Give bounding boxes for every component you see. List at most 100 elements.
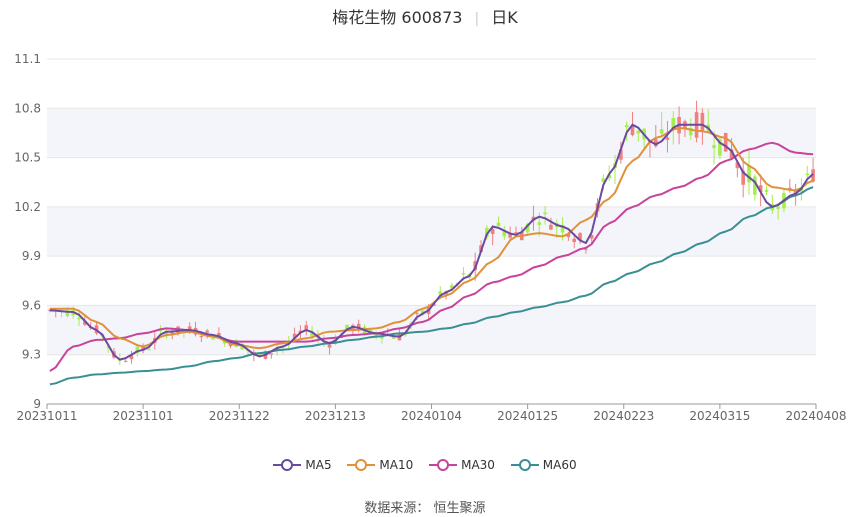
y-tick-label: 10.8 (14, 101, 41, 115)
legend-item-ma60[interactable]: MA60 (510, 458, 577, 472)
candle-up (170, 332, 175, 335)
candle-down (636, 130, 641, 134)
x-tick-label: 20231213 (305, 409, 366, 423)
candle-down (257, 354, 262, 356)
y-tick-label: 10.5 (14, 151, 41, 165)
candle-down (135, 346, 140, 354)
candle-up (508, 233, 512, 238)
candle-down (753, 176, 757, 195)
candle-up (811, 169, 815, 182)
candle-down (502, 231, 507, 237)
title-separator: | (474, 11, 480, 27)
legend-marker-ma10 (347, 459, 376, 471)
candle-up (653, 139, 658, 147)
candle-down (450, 285, 454, 289)
y-tick-label: 11.1 (14, 52, 41, 66)
candle-up (619, 149, 623, 160)
candle-up (630, 125, 635, 136)
candle-down (496, 222, 501, 226)
candle-up (129, 355, 134, 360)
x-tick-label: 20231101 (113, 409, 174, 423)
candle-up (199, 335, 204, 338)
legend-label-ma10: MA10 (379, 458, 414, 472)
legend-label-ma60: MA60 (542, 458, 577, 472)
candle-up (205, 330, 210, 333)
candle-up (758, 185, 763, 192)
candle-up (566, 233, 571, 238)
candle-up (269, 353, 274, 355)
candle-down (211, 338, 215, 340)
ma10-line (49, 127, 814, 350)
candle-down (718, 138, 722, 156)
candle-down (461, 273, 466, 275)
candle-up (327, 344, 332, 348)
candle-down (485, 227, 489, 237)
y-tick-label: 9.3 (22, 348, 41, 362)
legend-item-ma30[interactable]: MA30 (429, 458, 495, 472)
ma30-line (49, 141, 814, 372)
grid-band (47, 108, 816, 158)
candle-up (584, 248, 588, 250)
stock-title: 梅花生物 600873 (332, 8, 463, 27)
candle-down (560, 225, 565, 233)
candle-up (490, 229, 495, 234)
candle-up (356, 323, 361, 330)
candle-down (688, 127, 693, 136)
candle-down (805, 173, 810, 176)
x-tick-label: 20240104 (401, 409, 462, 423)
legend-item-ma5[interactable]: MA5 (273, 458, 332, 472)
candle-down (764, 189, 769, 192)
legend-label-ma30: MA30 (461, 458, 495, 472)
candle-down (747, 165, 751, 183)
grid-band (47, 206, 816, 257)
candle-up (572, 238, 577, 243)
candle-down (374, 333, 378, 336)
candle-up (665, 137, 670, 140)
candle-down (310, 332, 314, 337)
candle-up (304, 325, 309, 330)
y-tick-label: 9 (33, 397, 41, 411)
x-tick-label: 20240125 (497, 409, 558, 423)
candle-up (549, 224, 553, 230)
candle-down (601, 178, 606, 182)
candle-down (671, 118, 676, 131)
candle-up (415, 312, 419, 314)
candle-up (187, 326, 192, 331)
candle-down (525, 223, 530, 233)
y-tick-label: 9.9 (22, 249, 41, 263)
legend-marker-ma60 (510, 459, 539, 471)
candle-down (158, 330, 163, 332)
candle-down (147, 349, 151, 351)
x-tick-label: 20240408 (785, 409, 846, 423)
data-source: 数据来源： 恒生聚源 (364, 501, 486, 516)
candle-down (537, 222, 542, 225)
candle-down (712, 145, 716, 149)
candle-up (514, 232, 518, 234)
candle-down (240, 344, 244, 350)
y-tick-label: 9.6 (22, 298, 41, 312)
period-label: 日K (491, 8, 518, 27)
candle-up (228, 343, 233, 347)
candle-down (65, 310, 70, 316)
candle-up (578, 233, 582, 240)
candle-down (607, 174, 611, 179)
candle-up (292, 333, 297, 339)
candle-down (624, 125, 629, 128)
x-tick-label: 20231011 (16, 409, 77, 423)
candle-down (77, 318, 81, 320)
candle-up (723, 132, 728, 152)
candle-up (735, 162, 740, 169)
candle-up (700, 112, 705, 132)
candle-up (123, 360, 128, 362)
x-tick-label: 20240315 (689, 409, 750, 423)
ma60-line (49, 186, 814, 386)
candle-down (345, 324, 349, 330)
legend-item-ma10[interactable]: MA10 (347, 458, 413, 472)
x-tick-label: 20231122 (209, 409, 270, 423)
x-tick-label: 20240223 (593, 409, 654, 423)
candle-up (589, 235, 594, 239)
candle-up (83, 321, 87, 325)
candle-up (729, 149, 734, 159)
candle-down (164, 331, 169, 337)
